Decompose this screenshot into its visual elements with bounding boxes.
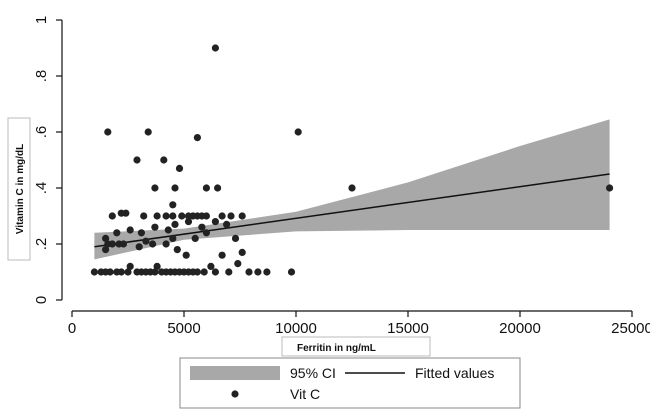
data-point	[124, 268, 132, 276]
data-point	[90, 268, 98, 276]
data-point	[254, 268, 262, 276]
data-point	[108, 212, 116, 220]
data-point	[263, 268, 271, 276]
data-point	[234, 260, 242, 268]
legend-points-label: Vit C	[290, 386, 320, 402]
data-point	[238, 212, 246, 220]
data-point	[142, 237, 150, 245]
data-point	[126, 262, 134, 270]
data-point	[117, 268, 125, 276]
fitted-line	[94, 173, 610, 248]
data-point	[102, 234, 110, 242]
data-point	[182, 251, 190, 259]
data-point	[227, 212, 235, 220]
data-point	[171, 220, 179, 228]
data-point	[184, 218, 193, 226]
data-point	[133, 156, 141, 164]
data-point	[140, 212, 148, 220]
data-point	[238, 248, 246, 256]
data-point	[348, 184, 356, 192]
data-point	[287, 268, 296, 276]
data-point	[122, 209, 130, 217]
legend-fit-label: Fitted values	[415, 365, 494, 381]
x-axis-title: Ferritin in ng/mL	[297, 343, 376, 354]
data-point	[149, 240, 157, 248]
data-point	[162, 212, 170, 220]
data-point	[162, 240, 170, 248]
data-point	[169, 212, 177, 220]
data-point	[207, 262, 215, 270]
data-point	[169, 201, 177, 209]
y-tick-label: .8	[33, 70, 50, 83]
data-point	[191, 234, 199, 242]
x-ticks: 0 5000 10000 15000 20000 25000	[68, 311, 650, 337]
y-axis-title: Vitamin C in mg/dL	[15, 144, 26, 234]
data-point	[153, 262, 161, 270]
x-axis-title-box	[281, 336, 431, 357]
x-tick-label: 10000	[275, 320, 317, 337]
data-point	[202, 229, 210, 237]
data-point	[214, 184, 222, 192]
data-point	[126, 226, 134, 234]
data-point	[113, 229, 121, 237]
data-point	[211, 268, 219, 276]
data-point	[151, 268, 159, 276]
y-ticks: 0 .2 .4 .6 .8 1	[33, 16, 62, 304]
data-point	[135, 243, 143, 251]
data-point	[178, 212, 186, 220]
data-point	[245, 268, 253, 276]
data-point	[193, 134, 201, 142]
x-tick-label: 5000	[167, 320, 200, 337]
data-point	[193, 268, 201, 276]
data-point	[198, 223, 206, 231]
x-tick-label: 20000	[499, 320, 541, 337]
y-tick-label: .2	[33, 238, 50, 251]
data-point	[218, 251, 226, 259]
data-point	[137, 229, 145, 237]
data-point	[202, 184, 210, 192]
x-tick-label: 0	[68, 320, 76, 337]
data-point	[151, 223, 159, 231]
data-point	[223, 220, 231, 228]
y-tick-label: 1	[33, 16, 50, 24]
data-point	[104, 128, 112, 136]
data-point	[164, 226, 172, 234]
data-point	[200, 268, 208, 276]
points-layer	[90, 44, 614, 276]
data-point	[144, 128, 152, 136]
data-point	[160, 156, 168, 164]
data-point	[606, 184, 614, 192]
data-point	[173, 246, 181, 254]
data-point	[175, 164, 184, 172]
y-axis-title-box	[7, 117, 31, 261]
data-point	[211, 218, 219, 226]
data-point	[119, 240, 128, 248]
data-point	[153, 212, 161, 220]
data-point	[106, 268, 114, 276]
y-tick-label: .6	[33, 126, 50, 139]
data-point	[294, 128, 302, 136]
x-tick-label: 25000	[611, 320, 650, 337]
legend: 95% CI Fitted values Vit C	[179, 357, 521, 409]
data-point	[202, 212, 210, 220]
data-point	[151, 184, 159, 192]
legend-ci-swatch	[190, 366, 280, 380]
data-point	[211, 44, 219, 52]
data-point	[169, 234, 177, 242]
data-point	[231, 234, 240, 242]
y-tick-label: .4	[33, 182, 50, 195]
x-tick-label: 15000	[387, 320, 429, 337]
data-point	[218, 212, 226, 220]
data-point	[171, 184, 179, 192]
data-point	[102, 246, 110, 254]
y-tick-label: 0	[33, 296, 50, 304]
legend-point-marker	[231, 390, 239, 398]
data-point	[108, 240, 116, 248]
fit-layer	[94, 173, 610, 248]
data-point	[225, 268, 233, 276]
legend-ci-label: 95% CI	[290, 365, 336, 381]
